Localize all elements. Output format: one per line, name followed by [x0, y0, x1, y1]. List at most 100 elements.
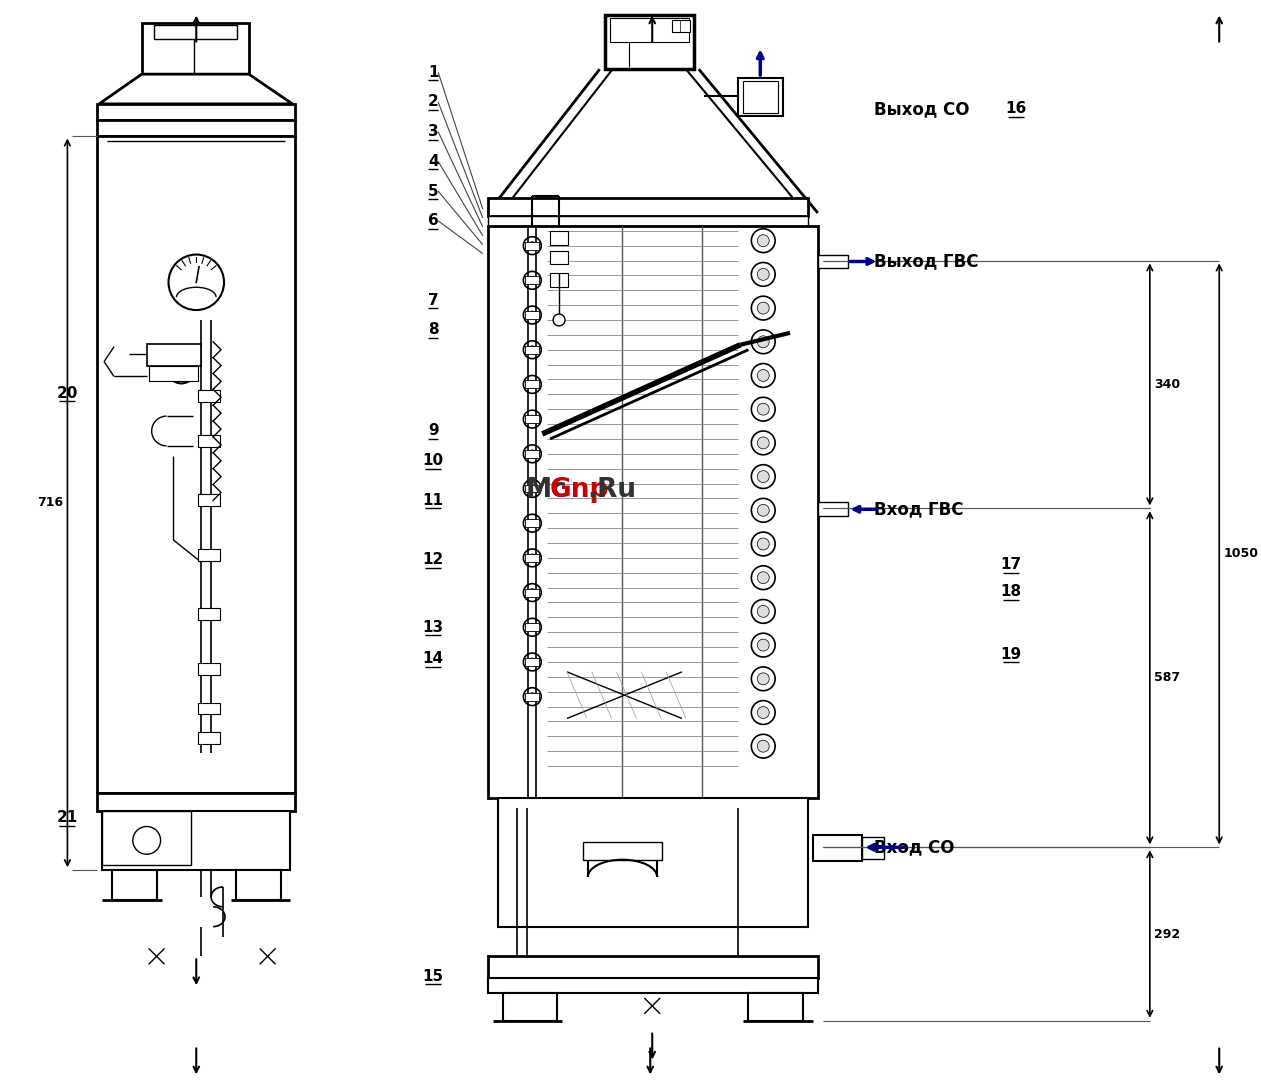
Bar: [526, 623, 540, 632]
Circle shape: [528, 520, 536, 527]
Text: 2: 2: [427, 95, 439, 110]
Circle shape: [752, 228, 776, 252]
Circle shape: [168, 355, 195, 384]
Circle shape: [752, 296, 776, 320]
Circle shape: [758, 302, 769, 314]
Bar: [198, 435, 221, 447]
Circle shape: [752, 701, 776, 724]
Text: 13: 13: [422, 620, 444, 635]
Text: 15: 15: [422, 969, 444, 984]
Bar: [550, 251, 567, 264]
Circle shape: [758, 471, 769, 483]
Text: 716: 716: [38, 497, 63, 510]
Bar: [744, 82, 778, 113]
Text: 3: 3: [427, 124, 439, 139]
Bar: [198, 495, 221, 507]
Bar: [488, 978, 818, 994]
Bar: [583, 842, 662, 860]
Circle shape: [528, 658, 536, 666]
Bar: [526, 311, 540, 318]
Polygon shape: [100, 74, 293, 104]
Circle shape: [528, 588, 536, 597]
Circle shape: [758, 504, 769, 516]
Bar: [198, 549, 221, 561]
Circle shape: [752, 667, 776, 690]
Text: 9: 9: [427, 424, 439, 438]
Circle shape: [523, 237, 541, 254]
Circle shape: [758, 336, 769, 348]
Bar: [526, 520, 540, 527]
Circle shape: [523, 375, 541, 393]
Bar: [236, 870, 280, 900]
Bar: [503, 994, 557, 1021]
Circle shape: [554, 314, 565, 326]
Circle shape: [752, 566, 776, 589]
Bar: [149, 365, 198, 382]
Circle shape: [523, 445, 541, 463]
Bar: [526, 241, 540, 250]
Circle shape: [752, 600, 776, 623]
Circle shape: [132, 826, 160, 854]
Text: 4: 4: [427, 154, 439, 168]
Bar: [488, 216, 808, 226]
Circle shape: [169, 254, 224, 310]
Text: 8: 8: [427, 323, 439, 337]
Bar: [526, 692, 540, 701]
Bar: [526, 276, 540, 285]
Circle shape: [523, 619, 541, 636]
Circle shape: [528, 241, 536, 250]
Bar: [526, 415, 540, 423]
Circle shape: [528, 692, 536, 701]
Circle shape: [758, 403, 769, 415]
Circle shape: [758, 370, 769, 382]
Bar: [526, 588, 540, 597]
Circle shape: [523, 514, 541, 533]
Bar: [550, 230, 567, 245]
Circle shape: [752, 634, 776, 657]
Bar: [198, 663, 221, 675]
Bar: [154, 25, 237, 39]
Bar: [863, 837, 884, 859]
Bar: [498, 798, 808, 926]
Circle shape: [523, 272, 541, 289]
Text: Gnp: Gnp: [549, 477, 609, 503]
Circle shape: [758, 538, 769, 550]
Circle shape: [758, 673, 769, 685]
Text: Mc: Mc: [526, 477, 567, 503]
Circle shape: [752, 533, 776, 555]
Circle shape: [758, 268, 769, 280]
Bar: [739, 78, 783, 116]
Text: Вход СО: Вход СО: [874, 838, 955, 857]
Circle shape: [523, 584, 541, 601]
Bar: [97, 104, 295, 120]
Bar: [146, 343, 202, 365]
Bar: [488, 226, 818, 798]
Circle shape: [523, 688, 541, 705]
Circle shape: [752, 735, 776, 758]
Circle shape: [758, 437, 769, 449]
Circle shape: [752, 262, 776, 286]
Bar: [748, 994, 803, 1021]
Circle shape: [752, 397, 776, 421]
Text: Выход СО: Выход СО: [874, 100, 970, 117]
Text: 11: 11: [422, 492, 444, 508]
Text: 587: 587: [1154, 672, 1180, 685]
Bar: [488, 957, 818, 978]
Bar: [526, 485, 540, 492]
Bar: [550, 274, 567, 287]
Bar: [488, 198, 808, 216]
Bar: [605, 15, 694, 70]
Text: 18: 18: [1000, 584, 1021, 599]
Bar: [198, 390, 221, 402]
Bar: [198, 609, 221, 621]
Circle shape: [528, 276, 536, 285]
Text: Вход ГВС: Вход ГВС: [874, 500, 963, 518]
Circle shape: [758, 639, 769, 651]
Circle shape: [523, 653, 541, 671]
Bar: [526, 346, 540, 353]
Circle shape: [523, 549, 541, 566]
Bar: [102, 811, 290, 870]
Text: 19: 19: [1000, 647, 1021, 662]
Circle shape: [758, 707, 769, 719]
Bar: [141, 23, 248, 74]
